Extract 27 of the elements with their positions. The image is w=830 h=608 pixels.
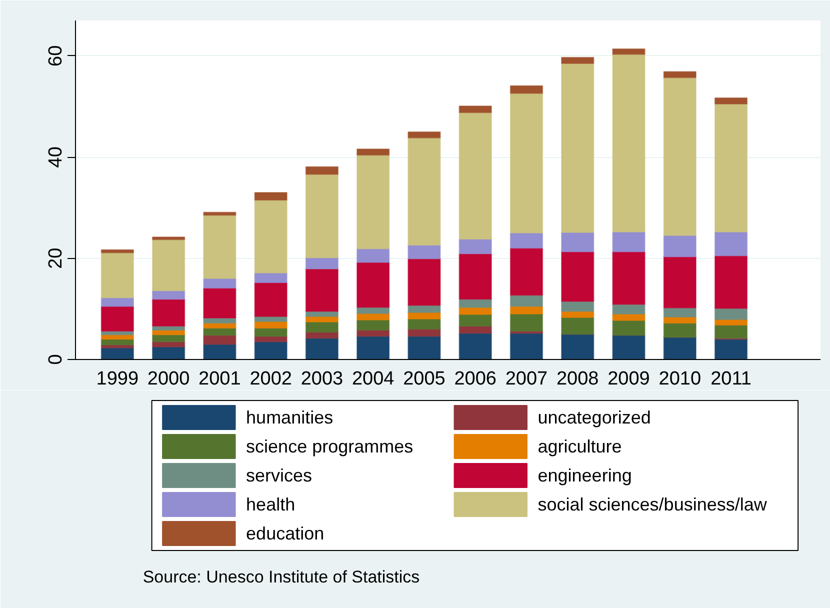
legend-label: health (246, 494, 296, 514)
x-tick-label: 2006 (454, 368, 497, 390)
legend-label: humanities (246, 408, 334, 428)
legend-label: education (246, 524, 324, 544)
legend-label: science programmes (246, 436, 414, 456)
legend-label: agriculture (538, 436, 622, 456)
x-tick-label: 2008 (556, 368, 599, 390)
y-tick-label: 0 (46, 354, 66, 365)
y-tick-label: 40 (46, 146, 66, 168)
x-tick-label: 2001 (198, 368, 241, 390)
x-tick-label: 2005 (403, 368, 446, 390)
legend-label: engineering (538, 466, 632, 486)
x-tick-label: 2004 (352, 368, 395, 390)
x-tick-label: 2000 (147, 368, 190, 390)
x-tick-label: 1999 (96, 368, 139, 390)
x-tick-label: 2007 (505, 368, 548, 390)
legend-label: services (246, 466, 312, 486)
x-tick-label: 2003 (300, 368, 344, 390)
x-tick-label: 2002 (250, 368, 292, 390)
x-tick-label: 2009 (608, 368, 650, 390)
legend-label: uncategorized (538, 408, 651, 428)
source-note: Source: Unesco Institute of Statistics (142, 568, 420, 586)
x-tick-label: 2010 (658, 368, 702, 390)
y-tick-label: 20 (46, 248, 66, 269)
legend-label: social sciences/business/law (538, 494, 768, 514)
x-tick-label: 2011 (710, 368, 752, 390)
y-tick-label: 60 (46, 45, 66, 66)
